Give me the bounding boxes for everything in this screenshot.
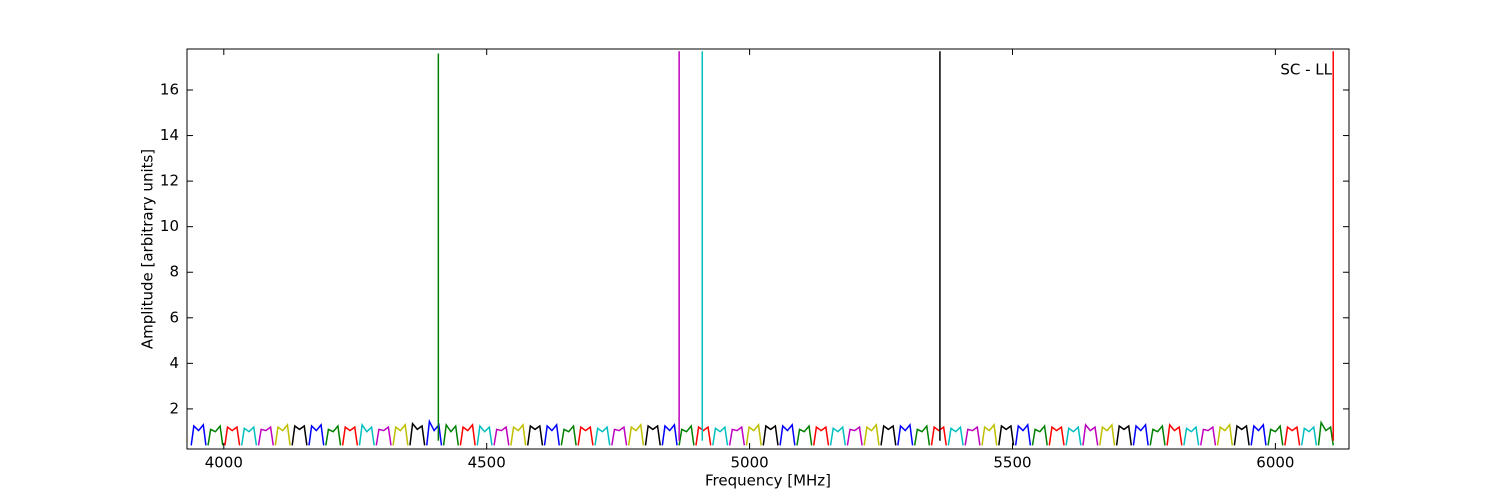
- series-line: [930, 425, 947, 446]
- y-tick-label: 16: [160, 81, 179, 99]
- series-line: [308, 423, 325, 446]
- series-line: [409, 421, 426, 446]
- y-tick-label: 14: [160, 126, 179, 144]
- series-line: [728, 425, 746, 446]
- series-line: [947, 425, 964, 446]
- series-line: [442, 422, 460, 446]
- series-line: [1233, 424, 1250, 446]
- series-line: [678, 424, 695, 446]
- series-line: [1166, 423, 1183, 446]
- series-line: [779, 423, 796, 446]
- series-line: [1048, 425, 1065, 446]
- series-line: [913, 424, 931, 446]
- series-line: [274, 423, 291, 446]
- series-line: [897, 423, 914, 446]
- series-line: [207, 424, 224, 446]
- series-line: [1014, 423, 1032, 446]
- series-line: [1267, 424, 1284, 446]
- y-axis-label: Amplitude [arbitrary units]: [139, 149, 157, 349]
- series-line: [375, 425, 392, 446]
- y-tick-label: 2: [169, 399, 179, 417]
- series-line: [998, 424, 1015, 446]
- series-line: [796, 424, 813, 446]
- series-line: [392, 423, 409, 446]
- series-line: [1132, 423, 1149, 446]
- series-line: [846, 425, 863, 446]
- series-line: [1149, 424, 1166, 446]
- series-line: [1317, 420, 1334, 446]
- series-line: [627, 423, 645, 446]
- series-line: [812, 425, 830, 446]
- x-tick-label: 4500: [468, 454, 506, 472]
- y-tick-label: 10: [160, 217, 179, 235]
- y-tick-label: 4: [169, 354, 179, 372]
- series-line: [880, 424, 897, 446]
- series-line: [611, 425, 628, 446]
- plot-frame: [186, 48, 1350, 450]
- series-line: [644, 424, 661, 446]
- series-line: [459, 423, 476, 446]
- series-line: [1250, 423, 1267, 446]
- series-line: [695, 425, 712, 446]
- x-axis-label: Frequency [MHz]: [705, 472, 831, 490]
- series-line: [981, 423, 998, 446]
- series-line: [594, 425, 611, 446]
- series-line: [863, 423, 880, 446]
- series-line: [510, 423, 527, 446]
- series-line: [1216, 423, 1234, 446]
- series-line: [358, 422, 375, 446]
- series-line: [1183, 425, 1200, 446]
- series-line: [1031, 424, 1048, 446]
- series-line: [476, 424, 493, 446]
- series-line: [1115, 424, 1133, 446]
- series-line: [1300, 425, 1318, 446]
- series-line: [1082, 423, 1099, 446]
- series-line: [426, 418, 443, 446]
- y-tick-label: 8: [169, 263, 179, 281]
- series-line: [762, 424, 779, 446]
- series-line: [560, 424, 577, 446]
- series-line: [240, 425, 258, 446]
- series-line: [1199, 425, 1217, 446]
- series-line: [257, 425, 274, 446]
- series-line: [325, 424, 342, 446]
- series-line: [829, 425, 847, 446]
- series-line: [577, 425, 594, 446]
- annotation: SC - LL: [1280, 61, 1332, 79]
- series-line: [1065, 425, 1082, 446]
- x-tick-label: 5500: [993, 454, 1031, 472]
- x-tick-label: 4000: [205, 454, 243, 472]
- series-line: [190, 423, 207, 446]
- series-line: [543, 423, 561, 446]
- series-line: [291, 424, 308, 446]
- series-line: [493, 425, 510, 446]
- x-tick-label: 6000: [1256, 454, 1294, 472]
- series-line: [526, 424, 544, 446]
- series-line: [1099, 423, 1116, 446]
- series-line: [661, 423, 678, 446]
- y-tick-label: 6: [169, 308, 179, 326]
- x-tick-label: 5000: [731, 454, 769, 472]
- series-line: [745, 423, 762, 446]
- y-tick-label: 12: [160, 172, 179, 190]
- series-line: [341, 425, 359, 446]
- series-line: [224, 425, 241, 446]
- series-line: [1284, 425, 1301, 446]
- series-line: [964, 425, 981, 446]
- series-line: [712, 425, 729, 446]
